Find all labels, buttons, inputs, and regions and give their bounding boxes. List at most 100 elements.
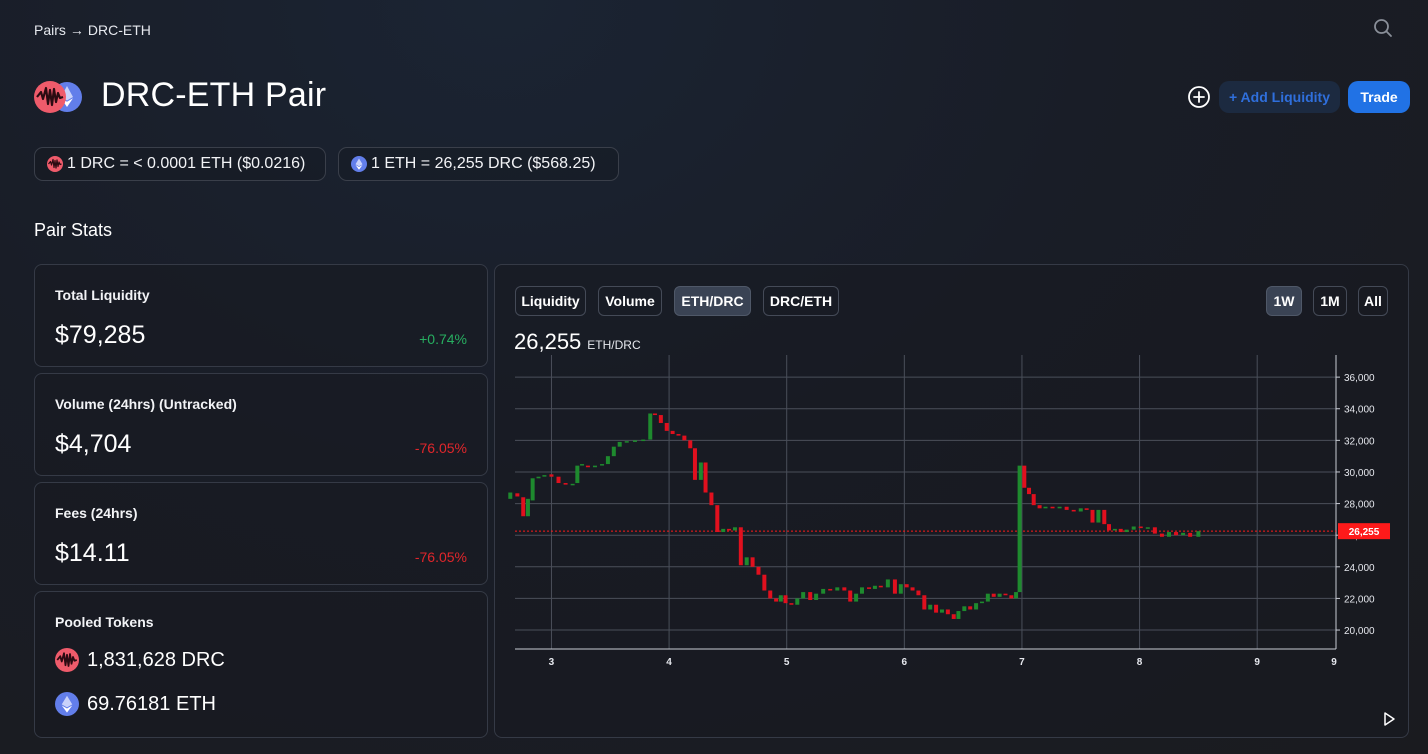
- candle: [580, 464, 585, 466]
- candle: [997, 593, 1002, 597]
- candle: [521, 497, 526, 517]
- candle: [979, 601, 984, 604]
- candle: [670, 430, 675, 435]
- candle: [928, 604, 933, 610]
- candle: [1037, 505, 1042, 509]
- candle: [738, 527, 743, 566]
- tab-drc-eth[interactable]: DRC/ETH: [763, 286, 839, 316]
- candle: [762, 574, 767, 591]
- candle: [648, 413, 653, 440]
- candle: [789, 603, 794, 605]
- current-price-unit: ETH/DRC: [587, 338, 641, 352]
- eth-token-icon: [55, 692, 79, 716]
- candle: [945, 609, 950, 615]
- candle: [525, 498, 530, 517]
- tab-volume[interactable]: Volume: [598, 286, 662, 316]
- candle: [611, 446, 616, 457]
- candle: [676, 434, 681, 436]
- candle: [721, 528, 726, 533]
- candle: [1188, 532, 1193, 537]
- current-price-tag-label: 26,255: [1349, 527, 1380, 538]
- fees-change: -76.05%: [414, 549, 467, 565]
- total-liquidity-card: Total Liquidity $79,285 +0.74%: [34, 264, 488, 367]
- current-price-value: 26,255: [514, 329, 582, 354]
- current-price-tag: [1338, 523, 1390, 540]
- x-tick-label: 4: [666, 657, 672, 668]
- candle: [1050, 506, 1055, 509]
- range-1w[interactable]: 1W: [1266, 286, 1302, 316]
- drc-token-icon: [34, 81, 82, 113]
- candle: [709, 492, 714, 506]
- candle: [814, 593, 819, 600]
- y-tick-label: 28,000: [1344, 500, 1375, 511]
- candle: [1112, 528, 1117, 531]
- candle: [795, 598, 800, 605]
- plus-circle-icon[interactable]: [1187, 85, 1211, 109]
- candle: [652, 413, 657, 416]
- candle: [1017, 465, 1022, 593]
- candle: [1096, 509, 1101, 523]
- fees-value: $14.11: [55, 539, 130, 567]
- search-icon[interactable]: [1371, 16, 1395, 40]
- total-liquidity-label: Total Liquidity: [55, 287, 150, 303]
- candle: [1131, 526, 1136, 530]
- play-icon[interactable]: [1381, 711, 1397, 727]
- candle: [859, 587, 864, 594]
- price-readout: 26,255 ETH/DRC: [514, 329, 641, 355]
- pooled-eth-row: 69.76181 ETH: [55, 692, 216, 716]
- tab-liquidity[interactable]: Liquidity: [515, 286, 586, 316]
- candle: [835, 587, 840, 591]
- pooled-drc-amount: 1,831,628 DRC: [87, 648, 225, 671]
- range-all[interactable]: All: [1358, 286, 1388, 316]
- candle: [682, 435, 687, 441]
- candle: [985, 593, 990, 602]
- x-tick-label: 3: [549, 657, 555, 668]
- candle: [801, 592, 806, 599]
- x-tick-label: 8: [1137, 657, 1143, 668]
- pooled-eth-amount: 69.76181 ETH: [87, 692, 216, 715]
- candle: [1031, 494, 1036, 506]
- candle: [744, 557, 749, 566]
- candle: [774, 598, 779, 602]
- x-tick-label: 7: [1019, 657, 1025, 668]
- candle: [698, 462, 703, 480]
- candle: [641, 439, 646, 442]
- candle: [715, 505, 720, 533]
- candle: [872, 585, 877, 589]
- candle: [1166, 532, 1171, 537]
- candle: [575, 465, 580, 484]
- candle: [1027, 487, 1032, 495]
- candle: [1196, 531, 1201, 537]
- candle: [1174, 532, 1179, 536]
- volume-card: Volume (24hrs) (Untracked) $4,704 -76.05…: [34, 373, 488, 476]
- drc-eth-rate-text: 1 DRC = < 0.0001 ETH ($0.0216): [67, 155, 306, 172]
- candle: [1003, 593, 1008, 596]
- candle: [842, 587, 847, 591]
- candle: [1181, 532, 1186, 536]
- candle: [605, 456, 610, 465]
- breadcrumb-pairs-link[interactable]: Pairs: [34, 22, 66, 38]
- candle: [688, 440, 693, 449]
- trade-button[interactable]: Trade: [1348, 81, 1410, 113]
- candle: [974, 603, 979, 610]
- candle: [783, 595, 788, 604]
- candle: [892, 579, 897, 594]
- candle: [750, 557, 755, 567]
- pair-stats-heading: Pair Stats: [34, 220, 113, 240]
- candle: [1022, 465, 1027, 488]
- candle: [828, 588, 833, 591]
- candle: [756, 566, 761, 575]
- candle: [542, 475, 547, 477]
- tab-eth-drc[interactable]: ETH/DRC: [674, 286, 751, 316]
- add-liquidity-button[interactable]: + Add Liquidity: [1219, 81, 1340, 113]
- pooled-drc-row: 1,831,628 DRC: [55, 648, 225, 672]
- y-tick-label: 22,000: [1344, 594, 1375, 605]
- price-chart[interactable]: 20,00022,00024,00026,00028,00030,00032,0…: [495, 265, 1408, 737]
- y-tick-label: 20,000: [1344, 626, 1375, 637]
- candle: [1090, 509, 1095, 523]
- candle: [922, 595, 927, 610]
- range-1m[interactable]: 1M: [1313, 286, 1347, 316]
- total-liquidity-change: +0.74%: [419, 331, 467, 347]
- volume-value: $4,704: [55, 430, 132, 458]
- eth-token-icon: [351, 156, 367, 172]
